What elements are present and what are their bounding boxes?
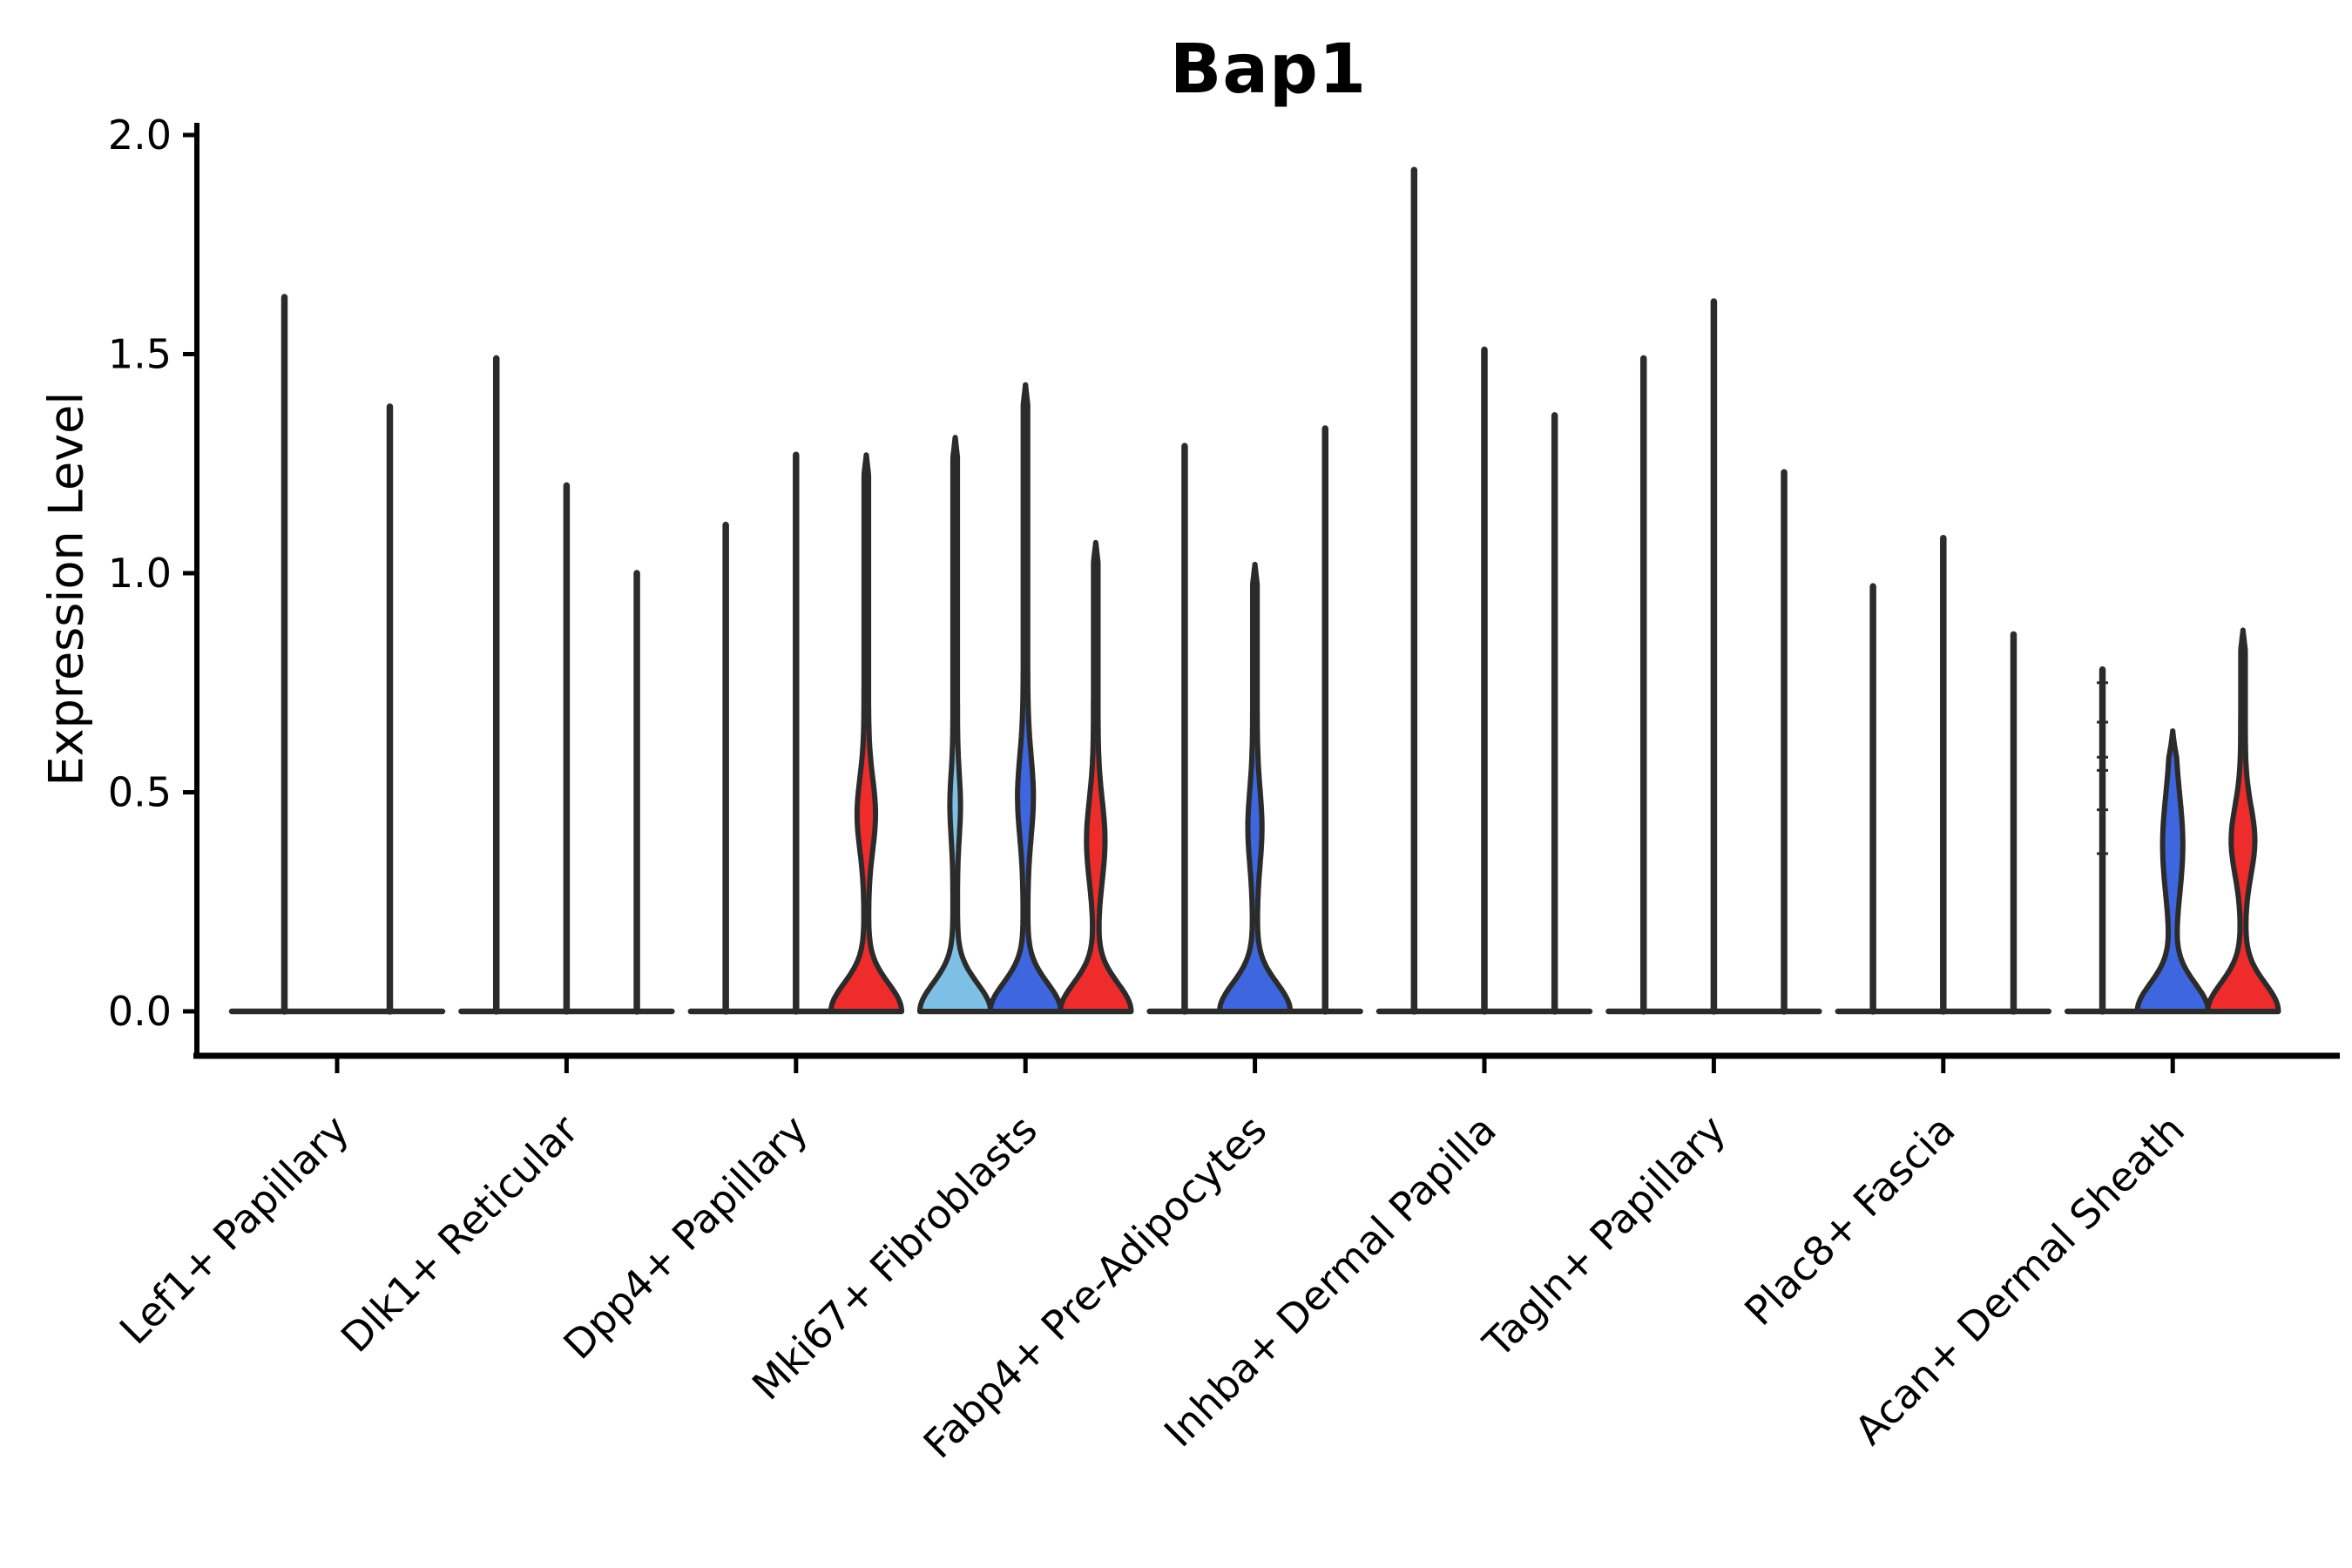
x-tick-label: Tagln+ Papillary xyxy=(1474,1106,1735,1368)
y-tick-label: 1.0 xyxy=(108,550,172,597)
violin-blue xyxy=(1217,561,1294,1014)
x-tick-label: Plac8+ Fascia xyxy=(1735,1106,1963,1335)
y-tick-label: 0.0 xyxy=(108,988,172,1035)
violin-red xyxy=(2205,627,2281,1014)
x-tick-label: Dpp4+ Papillary xyxy=(554,1106,816,1369)
violin-red xyxy=(828,452,905,1014)
violin-lightblue xyxy=(916,435,994,1014)
violin-blue xyxy=(2134,728,2211,1014)
chart-title: Bap1 xyxy=(1169,30,1368,109)
x-tick-label: Lef1+ Papillary xyxy=(111,1106,358,1354)
violin-blue xyxy=(987,382,1064,1014)
violin-red xyxy=(1058,539,1134,1014)
x-tick-label: Dlk1+ Reticular xyxy=(332,1106,587,1362)
y-tick-label: 1.5 xyxy=(108,331,172,378)
y-axis-label: Expression Level xyxy=(38,391,94,787)
y-tick-label: 0.5 xyxy=(108,769,172,816)
y-tick-label: 2.0 xyxy=(108,112,172,159)
